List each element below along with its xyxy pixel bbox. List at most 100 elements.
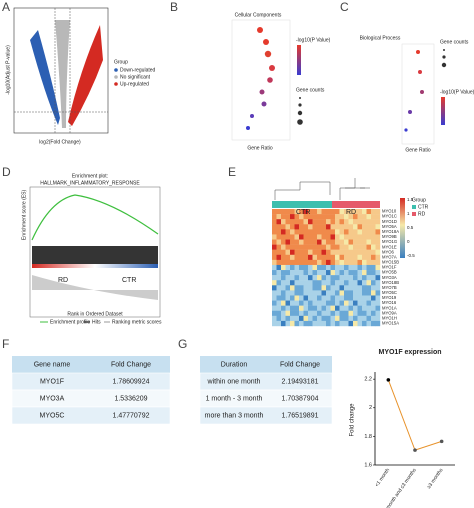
heatmap-cell (312, 270, 318, 276)
heatmap-cell (371, 300, 376, 306)
heatmap-cell (366, 249, 372, 255)
row-label: MYO7B (382, 285, 397, 290)
heatmap-cell (321, 290, 327, 296)
heatmap-cell (344, 259, 349, 266)
panel-label: G (178, 337, 187, 351)
y-axis-label: Enrichment score (ES) (21, 190, 27, 241)
heatmap-cell (344, 310, 349, 317)
heatmap-cell (353, 285, 358, 291)
heatmap-cell (353, 254, 358, 261)
heatmap-cell (285, 254, 291, 261)
heatmap-cell (272, 315, 277, 322)
heatmap-cell (321, 310, 327, 317)
heatmap-cell (294, 280, 300, 286)
heatmap-cell (299, 209, 304, 215)
heatmap-cell (303, 270, 309, 276)
heatmap-cell (312, 239, 318, 245)
heatmap-cell (321, 234, 327, 240)
heatmap-cell (285, 290, 291, 296)
heatmap-cell (339, 290, 345, 296)
heatmap-cell (362, 300, 367, 306)
heatmap-cell (281, 270, 286, 276)
point (413, 448, 417, 452)
heatmap-cell (357, 310, 363, 317)
heatmap-cell (281, 259, 286, 266)
heatmap-cell (366, 239, 372, 245)
heatmap-cell (285, 310, 291, 317)
heatmap-cell (281, 264, 286, 271)
heatmap-cell (330, 254, 336, 261)
heatmap-cell (294, 305, 300, 311)
heatmap-cell (303, 259, 309, 266)
heatmap-cell (317, 229, 322, 235)
heatmap-cell (344, 229, 349, 235)
heatmap-cell (303, 244, 309, 250)
heatmap-cell (303, 305, 309, 311)
heatmap-cell (326, 214, 331, 220)
heatmap-cell (312, 320, 318, 327)
heatmap-cell (294, 270, 300, 276)
heatmap-cell (326, 275, 331, 281)
heatmap-cell (330, 224, 336, 230)
heatmap-cell (353, 295, 358, 301)
heatmap-cell (348, 295, 354, 301)
heatmap-cell (308, 285, 313, 291)
heatmap-cell (326, 224, 331, 230)
heatmap-cell (371, 310, 376, 317)
heatmap-cell (276, 290, 282, 296)
heatmap-cell (276, 224, 282, 230)
heatmap-cell (357, 239, 363, 245)
heatmap-cell (348, 259, 354, 266)
heatmap-cell (371, 270, 376, 276)
heatmap-cell (276, 285, 282, 291)
y-tick-label: 2 (369, 405, 372, 411)
heatmap-cell (276, 300, 282, 306)
dots (246, 27, 275, 130)
heatmap-cell (362, 254, 367, 261)
heatmap-cell (285, 285, 291, 291)
heatmap-cell (344, 209, 349, 215)
row-label: MYO1D (382, 219, 397, 224)
heatmap-cell (317, 264, 322, 271)
heatmap-cell (335, 280, 340, 286)
heatmap-cell (335, 239, 340, 245)
row-label: MYO5C (382, 290, 397, 295)
heatmap-cell (281, 224, 286, 230)
heatmap-cell (348, 229, 354, 235)
heatmap-cell (353, 320, 358, 327)
heatmap-cell (303, 209, 309, 215)
heatmap-cell (344, 295, 349, 301)
heatmap-cell (348, 234, 354, 240)
heatmap-cell (335, 214, 340, 220)
heatmap-cell (303, 254, 309, 261)
heatmap-cell (308, 315, 313, 322)
heatmap-cell (357, 270, 363, 276)
heatmap-cell (330, 249, 336, 255)
heatmap-cell (371, 259, 376, 266)
heatmap-cell (353, 249, 358, 255)
heatmap-cell (371, 290, 376, 296)
heatmap-cell (375, 295, 381, 301)
heatmap-cell (366, 275, 372, 281)
heatmap-cell (375, 214, 381, 220)
heatmap-cell (366, 320, 372, 327)
heatmap-cell (308, 310, 313, 317)
table-cell: 1.47770792 (113, 412, 150, 419)
heatmap-cell (317, 244, 322, 250)
heatmap-cell (375, 264, 381, 271)
heatmap-cell (357, 259, 363, 266)
heatmap-cell (303, 290, 309, 296)
dots (404, 50, 424, 132)
heatmap-cell (276, 305, 282, 311)
heatmap-cell (294, 285, 300, 291)
table-cell: within one month (207, 378, 261, 385)
heatmap-cell (281, 275, 286, 281)
hits-band (32, 246, 158, 264)
heatmap-cell (276, 280, 282, 286)
heatmap-cell (321, 315, 327, 322)
heatmap-cell (326, 264, 331, 271)
heatmap-cell (335, 310, 340, 317)
color-scale (441, 97, 445, 125)
heatmap-cell (348, 315, 354, 322)
heatmap-cell (339, 315, 345, 322)
